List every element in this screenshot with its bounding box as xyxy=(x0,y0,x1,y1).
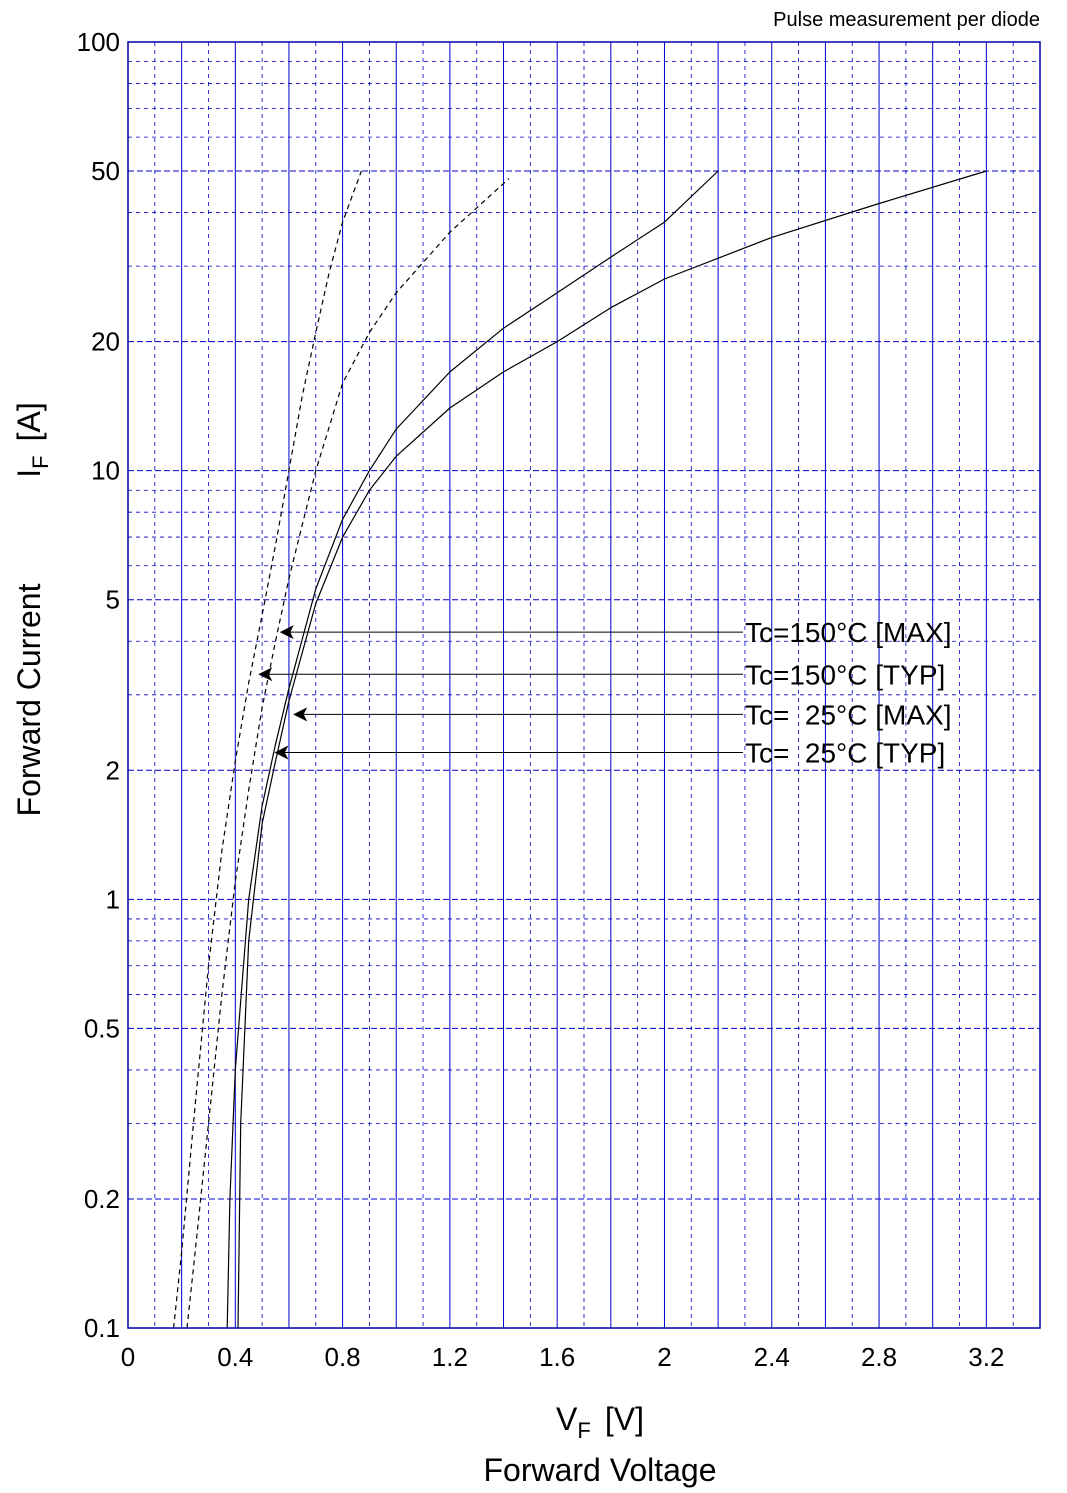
series-line-4 xyxy=(226,170,719,1329)
y-tick-label: 0.5 xyxy=(84,1013,120,1043)
x-tick-label: 2.4 xyxy=(754,1342,790,1372)
series-line-2 xyxy=(173,170,362,1329)
y-tick-label: 0.2 xyxy=(84,1184,120,1214)
y-axis-ticks: 0.1 0.2 0.5 1 2 5 10 20 50 100 xyxy=(77,27,120,1343)
plot-frame xyxy=(127,41,1041,1329)
y-tick-label: 100 xyxy=(77,27,120,57)
series-line-1 xyxy=(186,178,510,1329)
y-axis-label: IF[A] xyxy=(11,402,53,477)
series-line-3 xyxy=(237,170,987,1329)
x-axis-label: VF [V] xyxy=(556,1401,644,1443)
annotation-label: Tc=150°C [TYP] xyxy=(745,659,945,690)
annotation-label: Tc= 25°C [MAX] xyxy=(745,699,952,730)
x-axis-ticks: 0 0.4 0.8 1.2 1.6 2 2.4 2.8 3.2 xyxy=(121,1342,1005,1372)
y-tick-label: 5 xyxy=(106,585,120,615)
x-tick-label: 0 xyxy=(121,1342,135,1372)
y-axis-title: Forward Current xyxy=(11,583,47,816)
annotation-label: Tc= 25°C [TYP] xyxy=(745,738,945,769)
minor-grid xyxy=(128,42,1040,1328)
major-grid xyxy=(128,42,1040,1328)
y-tick-label: 50 xyxy=(91,156,120,186)
x-tick-label: 1.6 xyxy=(539,1342,575,1372)
chart-title: Pulse measurement per diode xyxy=(773,9,1040,31)
y-tick-label: 0.1 xyxy=(84,1313,120,1343)
x-axis-title: Forward Voltage xyxy=(483,1452,716,1488)
annotations: Tc=150°C [MAX] Tc=150°C [TYP] Tc= 25°C [MA… xyxy=(258,617,952,769)
x-tick-label: 0.4 xyxy=(217,1342,253,1372)
x-tick-label: 2 xyxy=(657,1342,671,1372)
y-tick-label: 1 xyxy=(106,884,120,914)
x-tick-label: 2.8 xyxy=(861,1342,897,1372)
annotation-label: Tc=150°C [MAX] xyxy=(745,617,952,648)
y-tick-label: 2 xyxy=(106,755,120,785)
x-tick-label: 3.2 xyxy=(968,1342,1004,1372)
y-tick-label: 20 xyxy=(91,327,120,357)
x-tick-label: 1.2 xyxy=(432,1342,468,1372)
y-tick-label: 10 xyxy=(91,456,120,486)
curves xyxy=(173,170,987,1329)
x-tick-label: 0.8 xyxy=(325,1342,361,1372)
